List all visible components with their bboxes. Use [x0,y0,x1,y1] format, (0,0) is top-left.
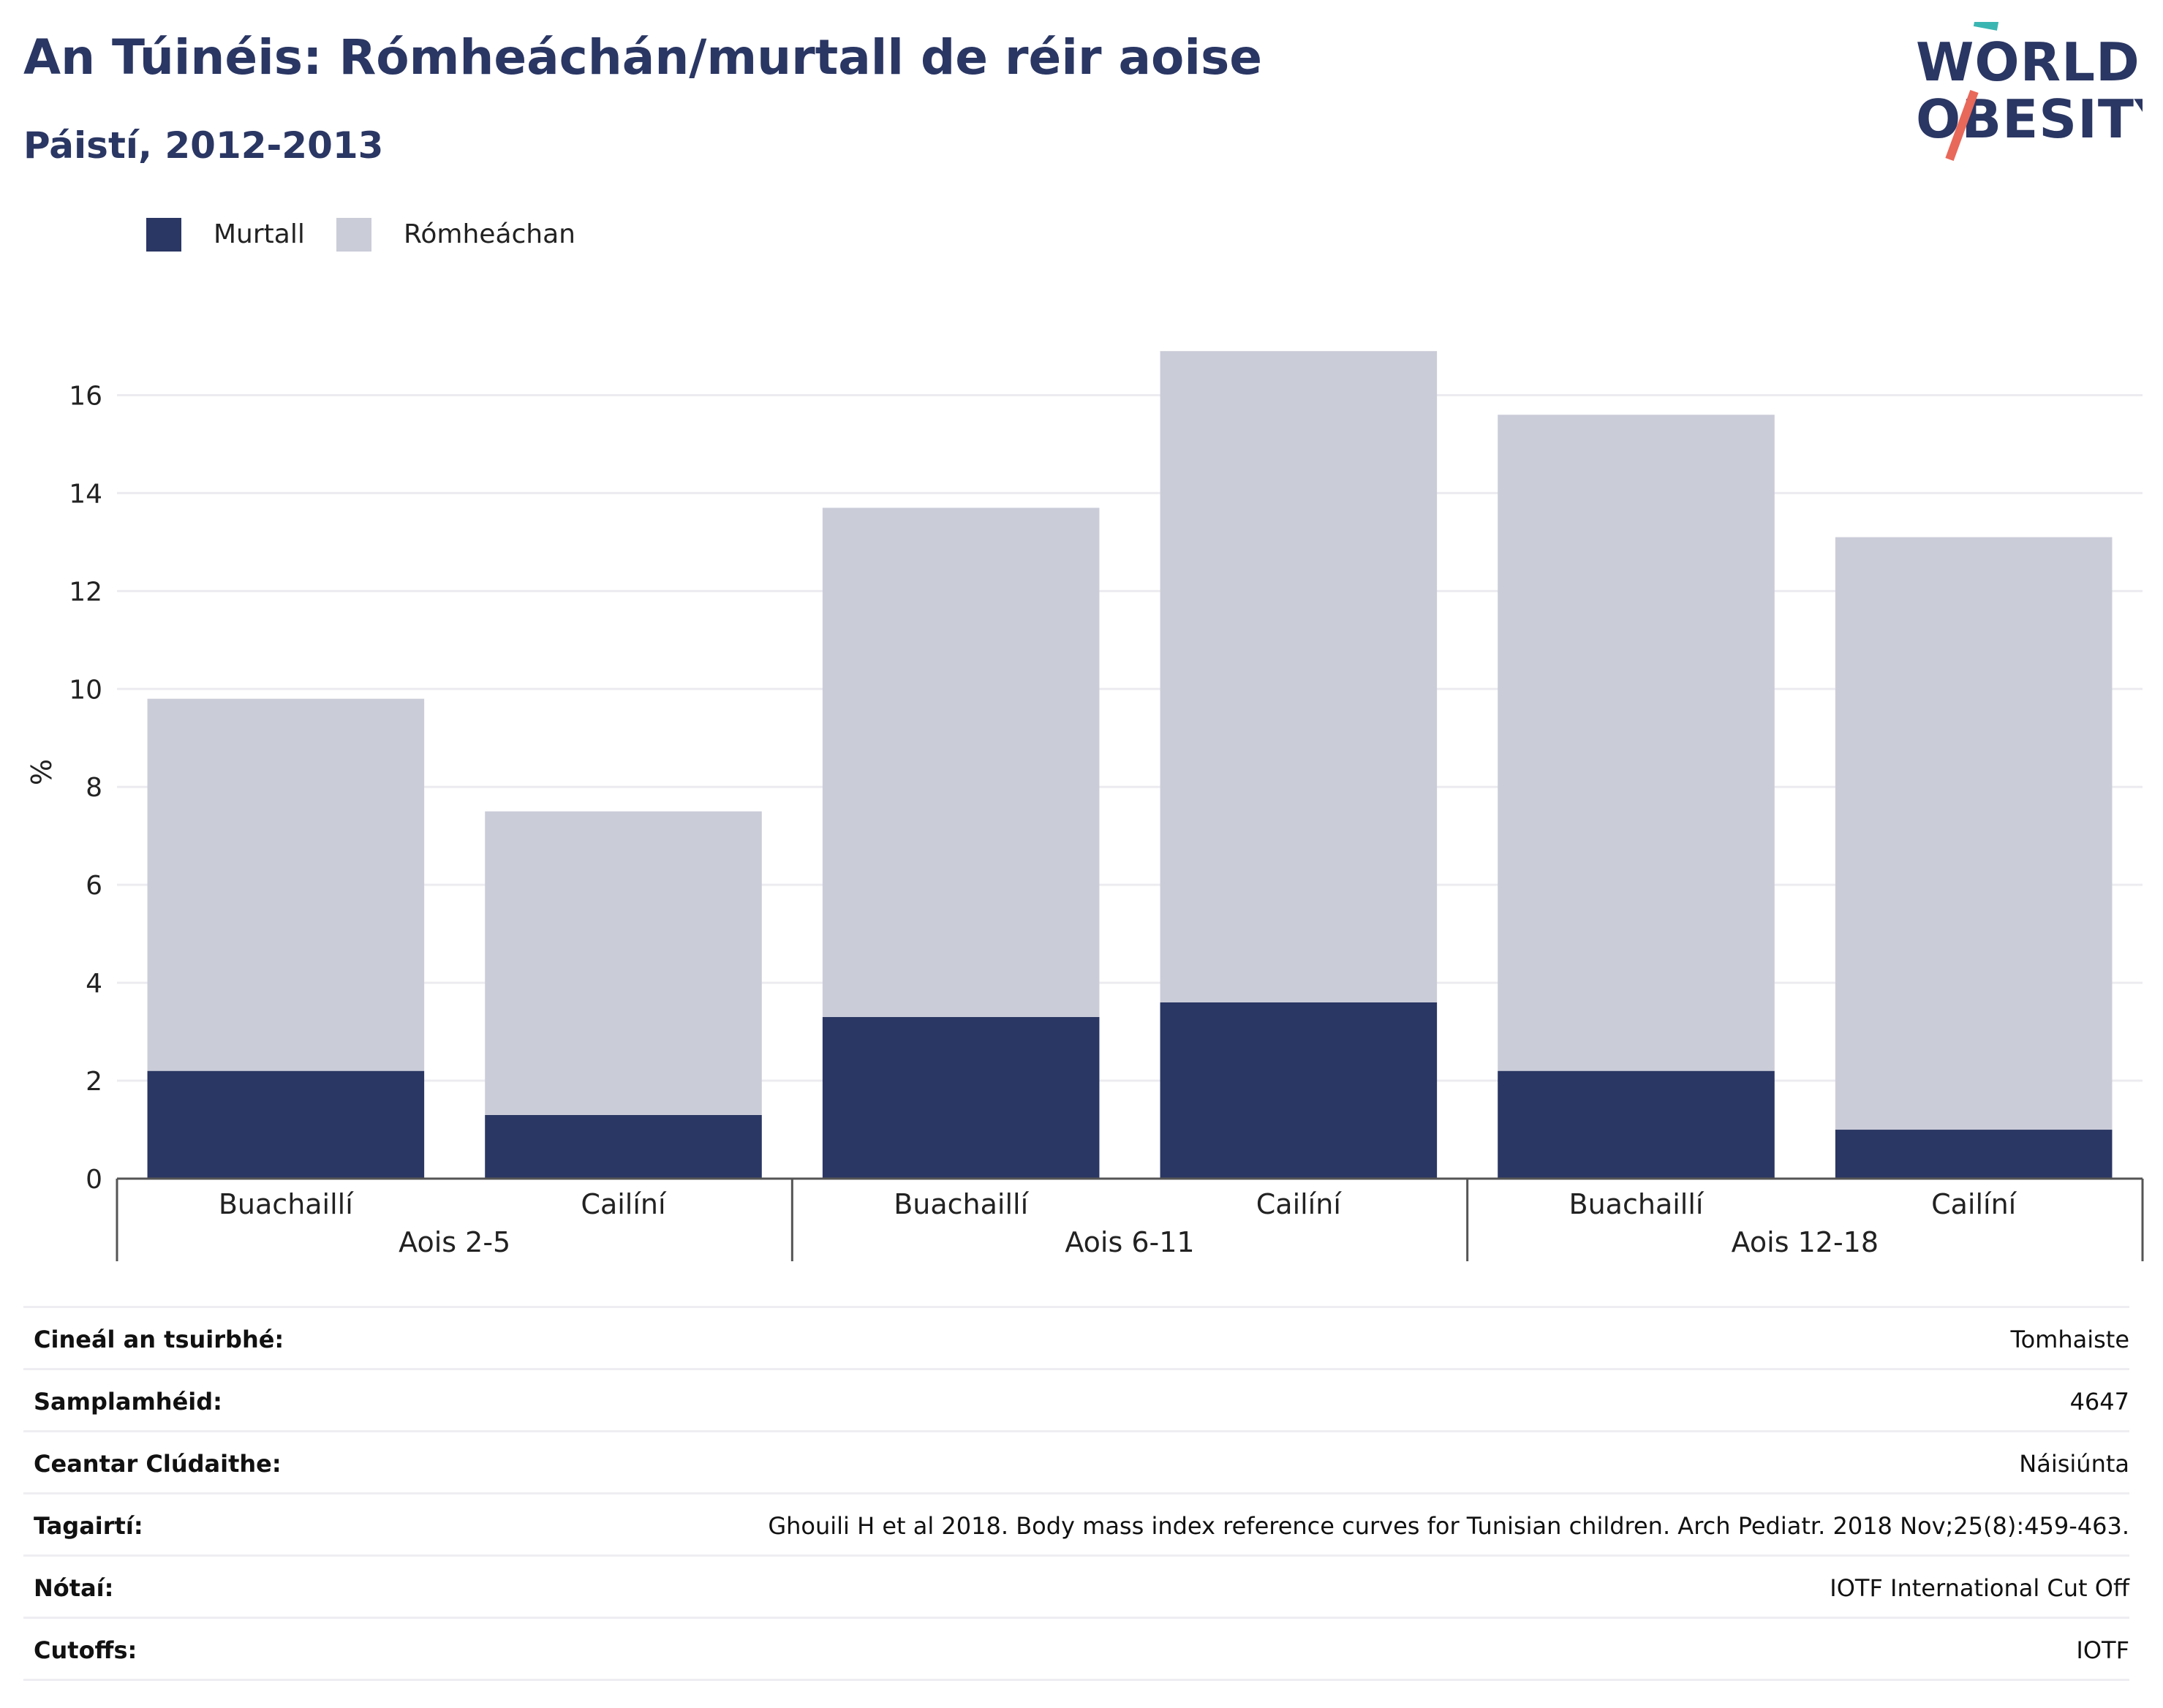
y-tick-label: 12 [69,577,102,607]
y-tick-label: 4 [86,969,102,999]
bar-romheachan [822,507,1100,1017]
x-group-label: Aois 12-18 [1732,1226,1879,1258]
row-label: Nótaí: [34,1574,114,1602]
row-label: Tagairtí: [34,1512,143,1540]
bar-murtall [822,1016,1100,1179]
row-value: IOTF International Cut Off [1830,1574,2129,1602]
table-row: Cutoffs: IOTF [23,1617,2129,1681]
legend-swatch-murtall [146,218,181,252]
y-tick-label: 2 [86,1067,102,1097]
y-tick-label: 8 [86,773,102,803]
row-value: 4647 [2069,1388,2129,1416]
x-category-label: Buachaillí [894,1188,1029,1220]
legend-swatch-romheachan [336,218,371,252]
row-value: Ghouili H et al 2018. Body mass index re… [768,1512,2129,1540]
table-row: Tagairtí: Ghouili H et al 2018. Body mas… [23,1492,2129,1554]
table-row: Nótaí: IOTF International Cut Off [23,1554,2129,1617]
row-label: Samplamhéid: [34,1388,222,1416]
x-category-label: Cailíní [581,1188,667,1220]
chart-title: An Túinéis: Rómheáchán/murtall de réir a… [23,29,1263,86]
bar-romheachan [1160,351,1438,1002]
bar-murtall [1835,1130,2113,1179]
y-tick-label: 0 [86,1165,102,1195]
legend-label-romheachan: Rómheáchan [404,219,576,249]
x-category-label: Cailíní [1256,1188,1343,1220]
x-group-label: Aois 6-11 [1065,1226,1194,1258]
bar-murtall [485,1114,762,1179]
bar-murtall [1160,1002,1438,1179]
y-tick-label: 16 [69,381,102,411]
row-value: Tomhaiste [2010,1326,2129,1353]
table-row: Ceantar Clúdaithe: Náisiúnta [23,1430,2129,1492]
legend-label-murtall: Murtall [214,219,305,249]
row-label: Cineál an tsuirbhé: [34,1326,284,1353]
bar-murtall [147,1070,425,1179]
bar-romheachan [1835,537,2113,1130]
world-obesity-logo: WORLD OBESITY [1916,22,2143,161]
bar-romheachan [147,698,425,1071]
table-row: Cineál an tsuirbhé: Tomhaiste [23,1306,2129,1368]
x-category-label: Buachaillí [219,1188,354,1220]
row-value: Náisiúnta [2019,1450,2129,1478]
y-tick-label: 10 [69,675,102,705]
row-value: IOTF [2076,1636,2129,1664]
y-axis-label: % [26,759,58,785]
bar-murtall [1498,1070,1775,1179]
logo-slash-bottom [1945,89,1979,161]
x-category-label: Buachaillí [1569,1188,1705,1220]
y-tick-label: 6 [86,871,102,901]
bar-chart: 0 2 4 6 8 10 12 14 16% Buachaillí Cailíní Buachaill… [26,351,2144,1261]
row-label: Cutoffs: [34,1636,137,1664]
table-row: Samplamhéid: 4647 [23,1368,2129,1430]
y-tick-label: 14 [69,479,102,509]
bar-romheachan [1498,415,1775,1071]
bar-romheachan [485,811,762,1115]
survey-info-table: Cineál an tsuirbhé: Tomhaiste Samplamhéi… [23,1306,2129,1681]
x-category-label: Cailíní [1931,1188,2017,1220]
logo-line1: WORLD [1916,31,2140,93]
chart-subtitle: Páistí, 2012-2013 [23,124,384,167]
logo-slash-top [1973,22,1999,31]
x-group-label: Aois 2-5 [399,1226,510,1258]
row-label: Ceantar Clúdaithe: [34,1450,282,1478]
